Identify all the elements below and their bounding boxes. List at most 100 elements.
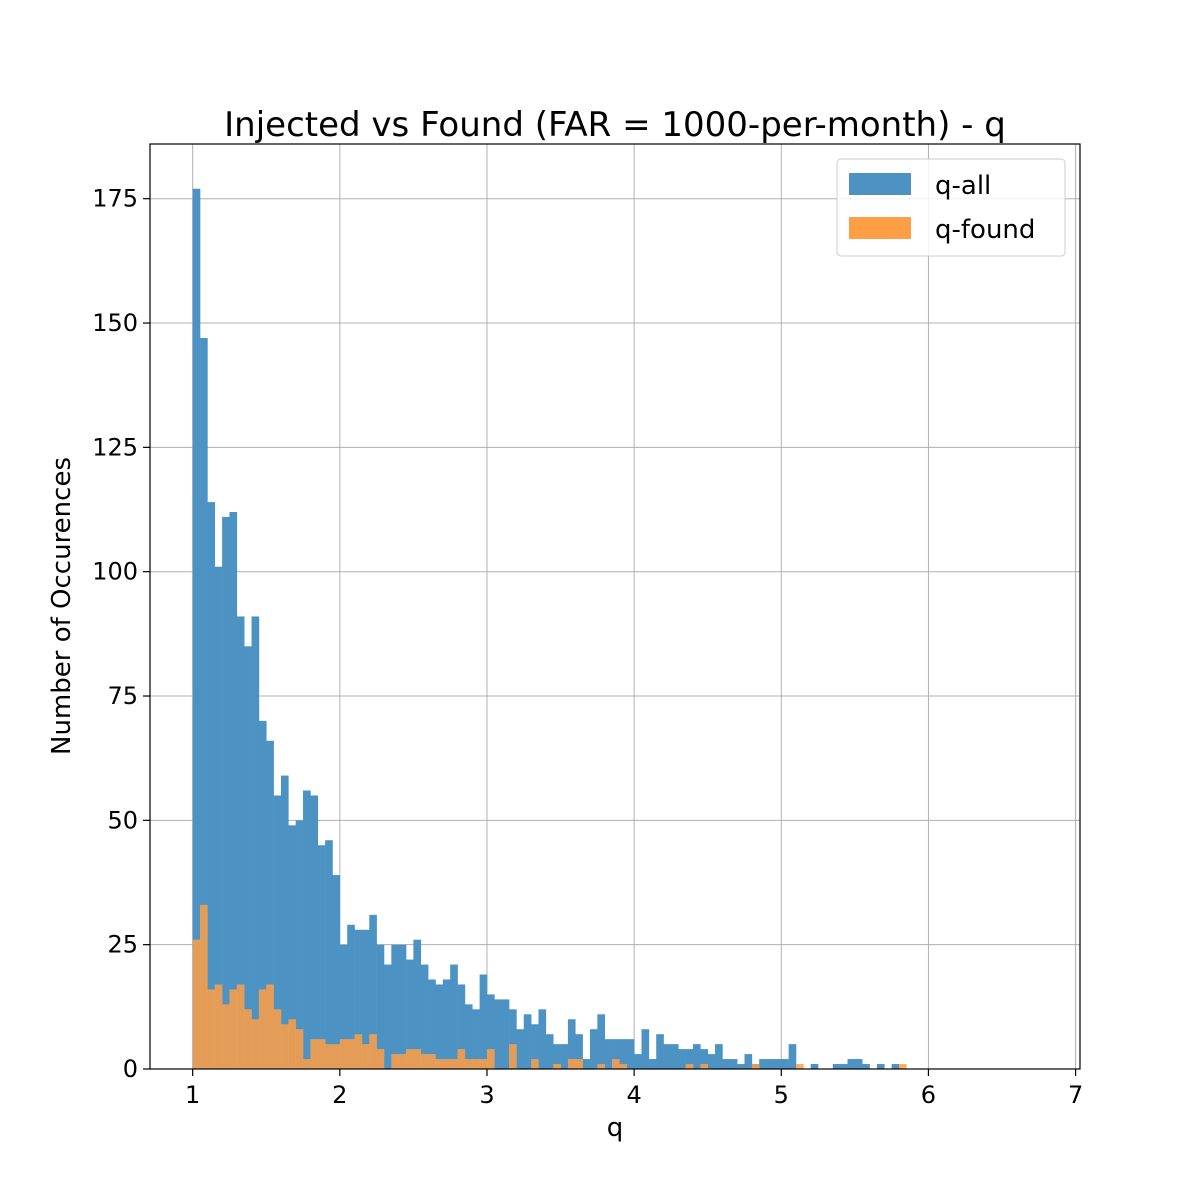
bar-q-all [604, 1039, 613, 1069]
bar-q-all [737, 1064, 745, 1069]
bar-q-all [648, 1059, 657, 1069]
bar-q-all [715, 1044, 723, 1069]
y-tick-label: 0 [123, 1055, 138, 1083]
bar-q-all [310, 795, 319, 1069]
bar-q-all [391, 944, 399, 1069]
bar-q-found [406, 1049, 414, 1069]
bar-q-found [361, 1044, 370, 1069]
bar-q-all [347, 924, 355, 1069]
bar-q-all [553, 1044, 561, 1069]
bar-q-all [207, 502, 216, 1069]
bar-q-found [575, 1059, 583, 1069]
bar-q-all [339, 944, 348, 1069]
bar-q-all [619, 1039, 628, 1069]
bar-q-all [707, 1054, 716, 1069]
bar-q-all [759, 1059, 767, 1069]
bar-q-found [442, 1059, 451, 1069]
bar-q-all [479, 974, 488, 1069]
bar-q-all [361, 929, 370, 1069]
bar-q-found [251, 1019, 260, 1069]
bar-q-all [280, 775, 289, 1069]
bar-q-found [229, 989, 238, 1069]
bar-q-found [464, 1059, 473, 1069]
bar-q-all [545, 1034, 554, 1069]
bar-q-all [832, 1064, 841, 1069]
bar-q-all [303, 790, 311, 1069]
bar-q-found [200, 904, 208, 1069]
bar-q-all [236, 616, 245, 1069]
bar-q-all [567, 1019, 576, 1069]
bar-q-found [619, 1064, 628, 1069]
bar-q-all [516, 1029, 525, 1069]
bar-q-found [597, 1064, 605, 1069]
bar-q-found [280, 1024, 289, 1069]
bar-q-all [854, 1059, 863, 1069]
bar-q-all [383, 964, 392, 1069]
bar-q-found [450, 1059, 458, 1069]
bar-q-found [376, 1049, 385, 1069]
bar-q-found [612, 1059, 620, 1069]
y-tick-label: 25 [107, 931, 138, 959]
y-tick-label: 50 [107, 806, 138, 834]
bar-q-all [435, 984, 444, 1069]
bar-q-all [295, 820, 304, 1069]
y-axis-label: Number of Occurences [47, 457, 77, 755]
bar-q-all [729, 1059, 738, 1069]
bar-q-all [457, 984, 466, 1069]
bar-q-all [251, 616, 260, 1069]
bar-q-all [862, 1064, 870, 1069]
bar-q-all [876, 1064, 885, 1069]
bar-q-found [472, 1059, 480, 1069]
bar-q-found [295, 1029, 304, 1069]
y-tick-label: 75 [107, 682, 138, 710]
bar-q-all [891, 1064, 900, 1069]
bar-q-found [266, 984, 274, 1069]
legend-label-q-found: q-found [935, 215, 1035, 245]
bar-q-all [273, 795, 282, 1069]
bar-q-found [435, 1059, 444, 1069]
bar-q-found [347, 1039, 355, 1069]
bar-q-found [258, 989, 267, 1069]
bar-q-all [501, 999, 510, 1069]
y-tick-label: 100 [92, 558, 138, 586]
x-tick-label: 6 [921, 1081, 936, 1109]
bar-q-found [354, 1034, 363, 1069]
bar-q-found [288, 1019, 296, 1069]
bar-q-all [788, 1044, 797, 1069]
plot-frame [149, 143, 1081, 1070]
bar-q-all [634, 1054, 642, 1069]
bar-q-all [700, 1049, 709, 1069]
x-tick-label: 3 [479, 1081, 494, 1109]
bar-q-found [531, 1059, 539, 1069]
bar-q-all [744, 1054, 753, 1069]
x-tick-label: 2 [332, 1081, 347, 1109]
bar-q-found [685, 1064, 694, 1069]
grid [150, 144, 1080, 1070]
bar-q-found [751, 1064, 760, 1069]
series-q-found-bars [192, 904, 907, 1069]
bar-q-all [369, 914, 377, 1069]
bar-q-all [766, 1059, 775, 1069]
bar-q-found [567, 1059, 576, 1069]
bar-q-all [670, 1044, 679, 1069]
bar-q-all [442, 979, 451, 1069]
bar-q-all [332, 875, 341, 1069]
bar-q-found [236, 984, 245, 1069]
x-axis-label: q [607, 1113, 624, 1143]
bar-q-all [582, 1059, 591, 1069]
bar-q-found [369, 1034, 377, 1069]
bar-q-all [692, 1044, 701, 1069]
bar-q-all [398, 944, 407, 1069]
chart-title: Injected vs Found (FAR = 1000-per-month)… [224, 105, 1006, 145]
bar-q-found [398, 1054, 407, 1069]
bar-q-all [258, 720, 267, 1069]
x-tick-label: 4 [626, 1081, 641, 1109]
bar-q-found [428, 1054, 436, 1069]
bar-q-all [656, 1034, 664, 1069]
legend: q-all q-found [836, 158, 1066, 257]
bar-q-all [486, 994, 495, 1069]
bar-q-all [244, 646, 252, 1069]
bar-q-all [288, 825, 296, 1069]
bar-q-found [325, 1044, 333, 1069]
bar-q-all [597, 1014, 605, 1069]
